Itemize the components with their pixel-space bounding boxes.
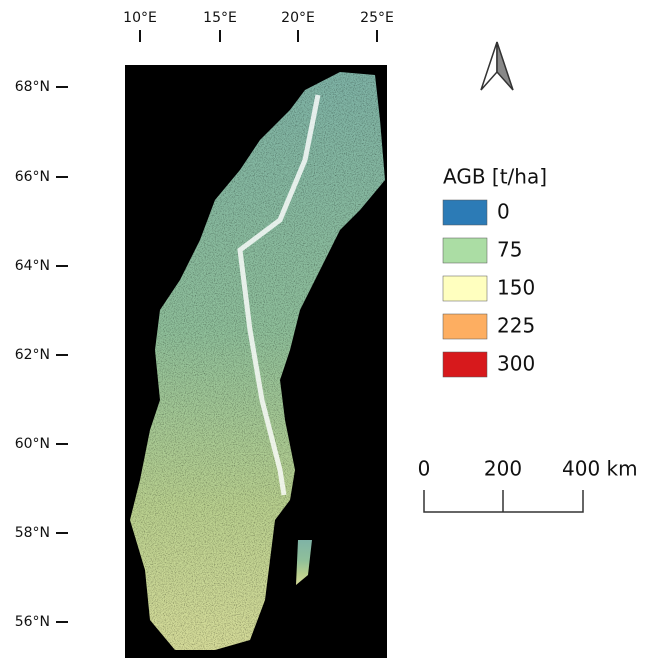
lat-label: 56°N — [15, 614, 50, 630]
legend: AGB [t/ha] 0 75 150 225 300 — [443, 165, 547, 378]
legend-label: 0 — [497, 200, 510, 224]
legend-swatch — [443, 314, 487, 339]
lon-ticks: 10°E 15°E 20°E 25°E — [123, 10, 394, 42]
legend-label: 150 — [497, 276, 535, 300]
lat-label: 64°N — [15, 258, 50, 274]
north-arrow — [481, 42, 513, 90]
lat-label: 66°N — [15, 169, 50, 185]
scale-label: 0 — [418, 457, 431, 481]
scale-bar: 0 200 400 km — [418, 457, 638, 513]
scale-label: 200 — [484, 457, 522, 481]
legend-swatch — [443, 238, 487, 263]
legend-title: AGB [t/ha] — [443, 165, 547, 189]
legend-swatch — [443, 200, 487, 225]
legend-label: 225 — [497, 314, 535, 338]
lat-label: 62°N — [15, 347, 50, 363]
lon-label: 25°E — [360, 10, 394, 26]
legend-swatch — [443, 352, 487, 377]
lon-label: 10°E — [123, 10, 157, 26]
legend-label: 75 — [497, 238, 522, 262]
lon-label: 15°E — [203, 10, 237, 26]
lat-label: 60°N — [15, 436, 50, 452]
scale-label: 400 km — [562, 457, 638, 481]
legend-swatch — [443, 276, 487, 301]
lat-ticks: 68°N 66°N 64°N 62°N 60°N 58°N 56°N — [15, 79, 68, 630]
lat-label: 68°N — [15, 79, 50, 95]
legend-label: 300 — [497, 352, 535, 376]
map-figure: 10°E 15°E 20°E 25°E 68°N 66°N 64°N 62°N … — [0, 0, 646, 660]
lon-label: 20°E — [281, 10, 315, 26]
lat-label: 58°N — [15, 525, 50, 541]
